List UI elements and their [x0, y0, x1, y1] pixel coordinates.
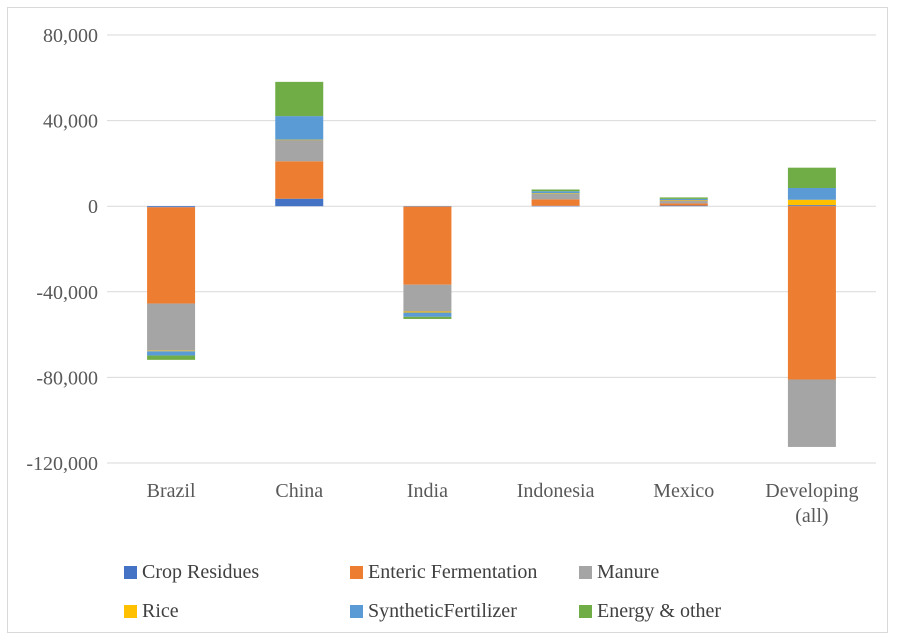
bar-segment [787, 205, 836, 207]
bar-segment [531, 189, 580, 192]
bar-segment [147, 355, 196, 360]
bar-segment [787, 206, 836, 380]
bar-segment [275, 139, 324, 162]
x-tick-label: Brazil [147, 480, 196, 502]
bar-segment [531, 199, 580, 206]
bar-segment [147, 206, 196, 208]
y-tick-label: -120,000 [26, 453, 98, 475]
bar-segment [403, 284, 452, 312]
bar-segment [275, 81, 324, 117]
bar-segment [787, 167, 836, 189]
bar-segment [659, 203, 708, 206]
y-tick-label: 0 [88, 196, 98, 218]
bar-segment [659, 198, 708, 200]
bar-segment [403, 316, 452, 319]
bar-segment [659, 199, 708, 201]
bar-segment [275, 116, 324, 140]
y-tick-label: 80,000 [43, 25, 98, 47]
x-tick-label: Mexico [653, 480, 714, 502]
bar-segment [147, 351, 196, 356]
x-tick-label: China [275, 480, 323, 502]
x-axis-tick-labels: Brazil China India Indonesia Mexico Developin… [147, 480, 859, 527]
gridlines [107, 34, 876, 464]
bar-segment [787, 379, 836, 447]
bar-segment [147, 303, 196, 351]
bar-segment [659, 205, 708, 207]
bar-segment [659, 197, 708, 199]
bar-segment [147, 207, 196, 304]
x-tick-label: India [407, 480, 448, 502]
bar-segment [531, 193, 580, 195]
bar-segment [147, 350, 196, 352]
bar-segment [275, 139, 324, 141]
bar-segment [403, 312, 452, 317]
y-tick-label: 40,000 [43, 111, 98, 133]
bar-segment [403, 311, 452, 313]
bar-segment [275, 161, 324, 199]
x-tick-label: Developing (all) [765, 480, 858, 527]
bar-segment [403, 206, 452, 285]
bar-segment [275, 198, 324, 207]
y-axis-tick-labels: 80,000 40,000 0 -40,000 -80,000 -120,000 [26, 25, 98, 475]
bar-segment [531, 205, 580, 207]
bar-segment [659, 200, 708, 204]
y-tick-label: -80,000 [36, 367, 98, 389]
bar-segment [531, 194, 580, 200]
bar-segment [531, 191, 580, 194]
x-tick-label: Indonesia [517, 480, 595, 502]
bars [147, 81, 836, 447]
bar-segment [787, 188, 836, 200]
bar-segment [403, 206, 452, 207]
bar-segment [787, 199, 836, 206]
y-tick-label: -40,000 [36, 282, 98, 304]
